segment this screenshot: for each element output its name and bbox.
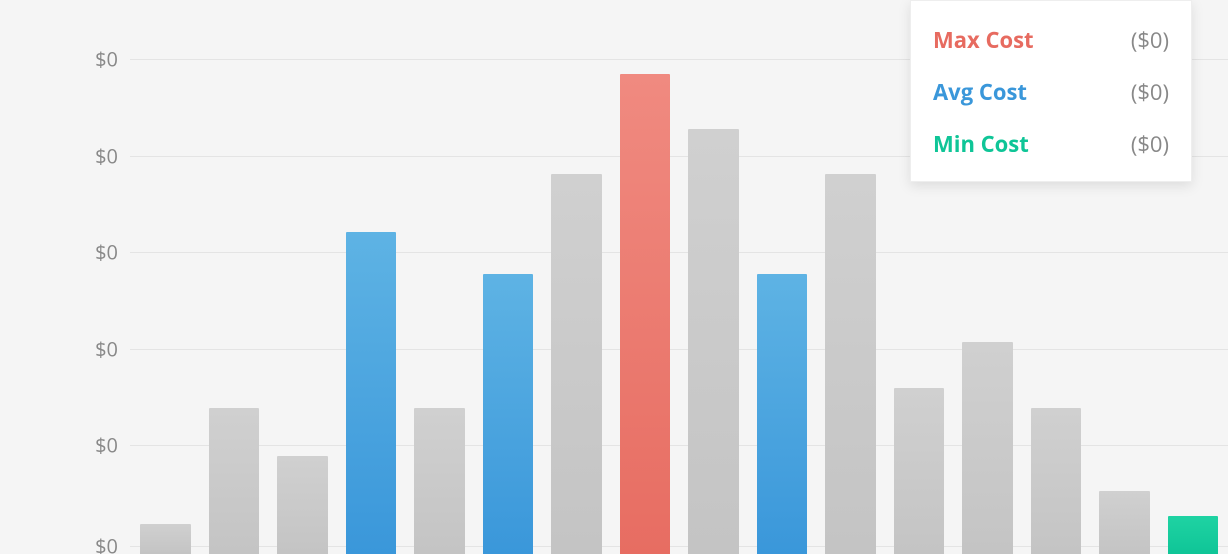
y-axis-label: $0 (0, 432, 118, 459)
bar-gray (688, 129, 739, 554)
y-axis-label: $0 (0, 336, 118, 363)
legend-label-min: Min Cost (933, 129, 1029, 159)
bar-gray (209, 408, 260, 554)
bar-gray (414, 408, 465, 554)
bar-gray (894, 388, 945, 554)
bar-gray (551, 174, 602, 554)
bar-red (620, 74, 671, 554)
bar-gray (962, 342, 1013, 554)
bar-green (1168, 516, 1219, 554)
legend-label-avg: Avg Cost (933, 77, 1027, 107)
legend-row-max: Max Cost ($0) (933, 25, 1169, 55)
y-axis-label: $0 (0, 533, 118, 554)
bar-gray (825, 174, 876, 554)
legend-value-avg: ($0) (1131, 77, 1169, 107)
bar-gray (1099, 491, 1150, 554)
bar-gray (1031, 408, 1082, 554)
legend-value-max: ($0) (1131, 25, 1169, 55)
bar-blue (757, 274, 808, 554)
legend-card: Max Cost ($0) Avg Cost ($0) Min Cost ($0… (910, 0, 1192, 182)
cost-chart: Max Cost ($0) Avg Cost ($0) Min Cost ($0… (0, 0, 1228, 554)
y-axis-label: $0 (0, 239, 118, 266)
bar-blue (483, 274, 534, 554)
bar-gray (140, 524, 191, 554)
y-axis-label: $0 (0, 46, 118, 73)
bar-gray (277, 456, 328, 554)
legend-row-avg: Avg Cost ($0) (933, 77, 1169, 107)
legend-value-min: ($0) (1131, 129, 1169, 159)
legend-label-max: Max Cost (933, 25, 1034, 55)
y-axis-label: $0 (0, 143, 118, 170)
bar-blue (346, 232, 397, 554)
legend-row-min: Min Cost ($0) (933, 129, 1169, 159)
